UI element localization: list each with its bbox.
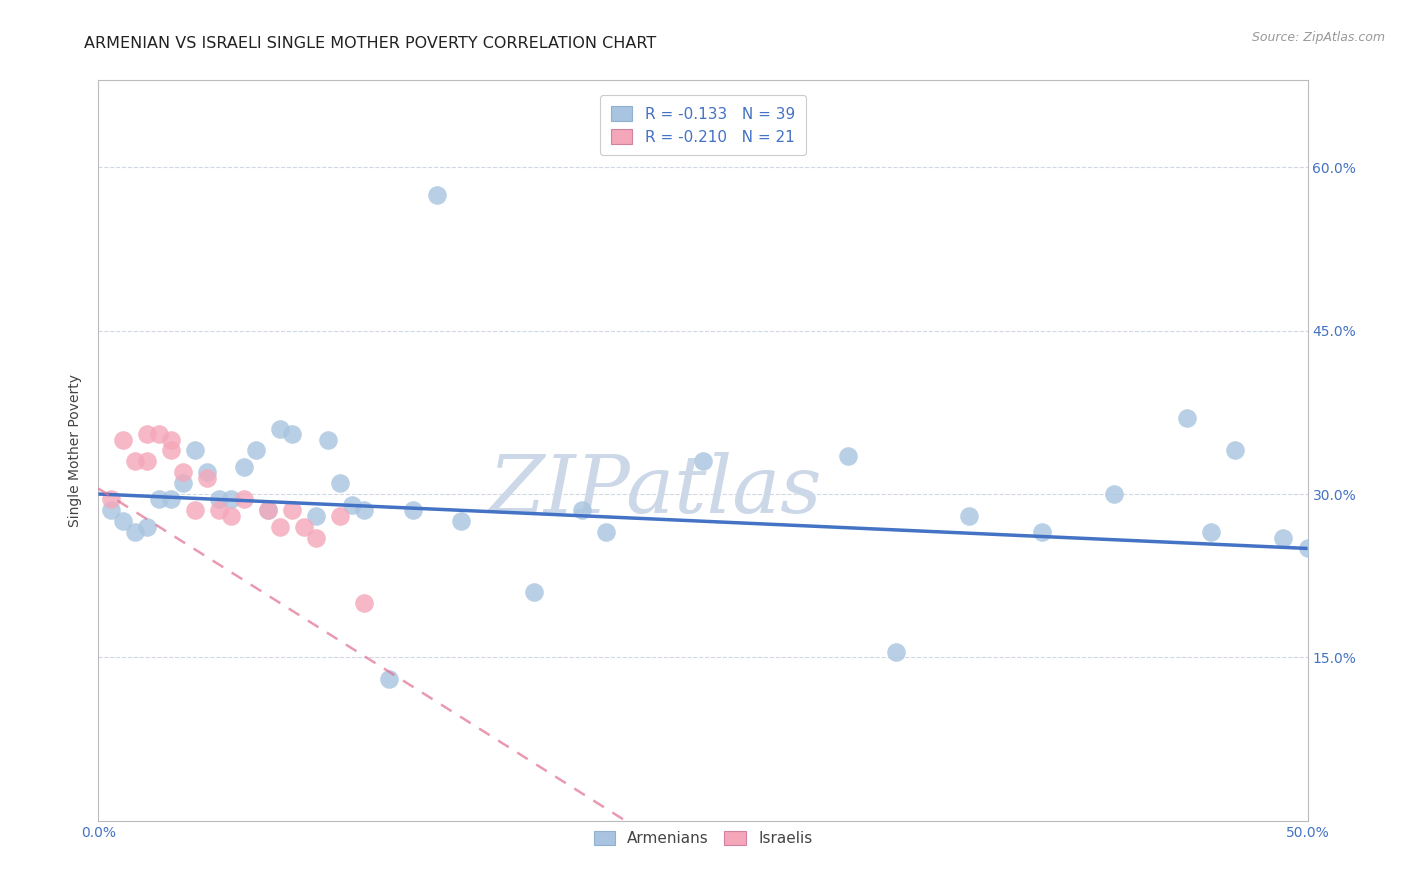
Point — [269, 422, 291, 436]
Point — [221, 492, 243, 507]
Point — [148, 427, 170, 442]
Point — [195, 465, 218, 479]
Point — [305, 508, 328, 523]
Point — [426, 187, 449, 202]
Point — [100, 503, 122, 517]
Point — [523, 585, 546, 599]
Point — [305, 531, 328, 545]
Point — [160, 492, 183, 507]
Point — [124, 525, 146, 540]
Point — [221, 508, 243, 523]
Point — [256, 503, 278, 517]
Point — [111, 514, 134, 528]
Point — [316, 433, 339, 447]
Point — [135, 427, 157, 442]
Point — [595, 525, 617, 540]
Point — [208, 503, 231, 517]
Point — [1296, 541, 1319, 556]
Point — [184, 503, 207, 517]
Point — [837, 449, 859, 463]
Point — [124, 454, 146, 468]
Point — [1199, 525, 1222, 540]
Point — [135, 519, 157, 533]
Point — [160, 443, 183, 458]
Point — [1272, 531, 1295, 545]
Point — [402, 503, 425, 517]
Text: Source: ZipAtlas.com: Source: ZipAtlas.com — [1251, 31, 1385, 45]
Point — [292, 519, 315, 533]
Point — [329, 508, 352, 523]
Point — [1223, 443, 1246, 458]
Point — [195, 471, 218, 485]
Text: ZIPatlas: ZIPatlas — [488, 452, 821, 530]
Point — [184, 443, 207, 458]
Point — [377, 672, 399, 686]
Point — [281, 503, 304, 517]
Point — [329, 476, 352, 491]
Point — [353, 596, 375, 610]
Legend: Armenians, Israelis: Armenians, Israelis — [586, 823, 820, 854]
Point — [281, 427, 304, 442]
Point — [342, 498, 364, 512]
Point — [269, 519, 291, 533]
Point — [245, 443, 267, 458]
Point — [148, 492, 170, 507]
Point — [1175, 410, 1198, 425]
Point — [135, 454, 157, 468]
Point — [100, 492, 122, 507]
Point — [208, 492, 231, 507]
Point — [172, 465, 194, 479]
Point — [571, 503, 593, 517]
Point — [160, 433, 183, 447]
Point — [1102, 487, 1125, 501]
Point — [1031, 525, 1053, 540]
Point — [111, 433, 134, 447]
Text: ARMENIAN VS ISRAELI SINGLE MOTHER POVERTY CORRELATION CHART: ARMENIAN VS ISRAELI SINGLE MOTHER POVERT… — [84, 36, 657, 51]
Point — [450, 514, 472, 528]
Point — [886, 645, 908, 659]
Point — [353, 503, 375, 517]
Point — [692, 454, 714, 468]
Point — [172, 476, 194, 491]
Point — [957, 508, 980, 523]
Point — [256, 503, 278, 517]
Y-axis label: Single Mother Poverty: Single Mother Poverty — [69, 374, 83, 527]
Point — [232, 459, 254, 474]
Point — [232, 492, 254, 507]
